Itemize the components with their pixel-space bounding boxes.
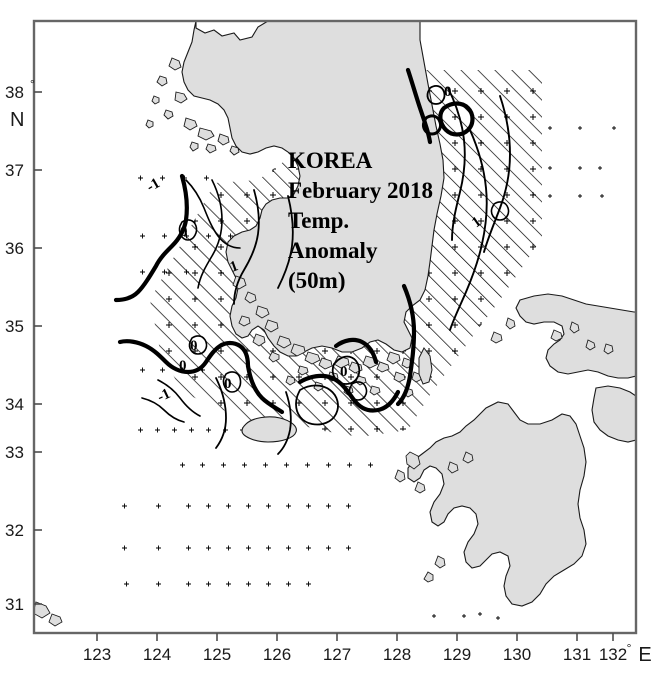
y-tick-38: 38 [5,83,24,102]
contour-label-ring-0-south2 [348,381,368,401]
x-tick-130: 130 [503,645,531,664]
y-tick-33: 33 [5,443,24,462]
contour-bold-south-2 [333,337,379,365]
x-axis-unit-letter: E [638,644,651,666]
kyushu-island [407,401,587,607]
x-tick-131: 131 [563,645,591,664]
japan-offshore-islets [394,317,614,583]
contour-thin-nw-2 [197,179,223,289]
contour-thin-jeju-w [215,377,227,449]
x-tick-129: 129 [443,645,471,664]
west-coast-islands [145,57,240,156]
y-tick-34: 34 [5,395,24,414]
x-tick-126: 126 [263,645,291,664]
x-tick-132: 132 [599,645,627,664]
axis-ticks [34,91,614,641]
contour-label-ring-0-south [331,355,361,385]
contour-label-0-west: 0 [180,224,188,240]
contour-bold-east-coast [395,283,417,407]
contour-thin-nw-1 [185,179,241,249]
x-axis-labels: 123 124 125 126 127 128 129 130 131 132 … [83,641,652,666]
x-tick-127: 127 [323,645,351,664]
x-tick-123: 123 [83,645,111,664]
honshu-west-island [515,293,636,379]
contour-label-0-sw: 0 [190,338,198,354]
shikoku-island [591,385,636,443]
y-axis-unit-letter: N [10,109,24,131]
contour-label-0-jeju: 0 [224,376,232,392]
contour-bold-jeju-north [245,363,285,415]
contour-thin-sw-lower [157,379,201,417]
landmass-group [34,21,636,627]
y-tick-31: 31 [5,595,24,614]
contour-label-ring-0-west [178,219,198,241]
title-line-variable: Temp. [288,208,349,233]
contour-bold-ne-small [422,114,442,136]
contour-bold-south-1 [297,373,401,413]
contour-thin-south-loop [295,384,339,426]
title-line-anomaly: Anomaly [288,238,378,263]
southwest-islets [34,601,63,627]
contour-label-minus1-sw: -1 [155,386,173,406]
contour-label-ring-0-sw [188,335,208,355]
y-tick-36: 36 [5,239,24,258]
x-tick-125: 125 [203,645,231,664]
contour-thin-east-cell [490,201,510,221]
contour-thin-west-2 [277,195,294,289]
contour-label-0-sw2: 0 [179,358,187,374]
contour-thin-sw-lower2 [141,397,185,423]
contour-thin-east-3 [483,95,511,253]
contour-label-0-ne: 0 [444,84,452,100]
contour-label-0-south: 0 [340,364,348,380]
title-line-region: KOREA [288,148,373,173]
y-tick-37: 37 [5,161,24,180]
x-degree-symbol: ° [627,641,632,655]
contour-bold-west-lower [117,339,251,375]
contour-label-ring-0-jeju [222,371,242,393]
title-line-period: February 2018 [288,178,433,203]
contour-lines [113,67,511,455]
y-degree-symbol: ° [30,77,35,91]
korea-peninsula [181,21,445,357]
title-line-depth: (50m) [288,268,345,293]
x-tick-124: 124 [143,645,171,664]
tsushima-island [418,347,433,385]
contour-thin-ne-small-ellipse [426,85,446,105]
contour-thin-east-2 [449,129,488,331]
map-title-block: KOREA February 2018 Temp. Anomaly (50m) [288,148,433,293]
contour-thin-west-1 [233,189,260,305]
y-tick-32: 32 [5,521,24,540]
y-tick-35: 35 [5,317,24,336]
contour-thin-jeju-e [277,391,292,455]
contour-thin-east-1 [447,87,466,241]
x-tick-128: 128 [383,645,411,664]
y-axis-labels: 38 ° N 37 36 35 34 33 32 31 [5,77,35,614]
plot-frame [32,19,638,635]
contour-bold-west [113,173,189,303]
